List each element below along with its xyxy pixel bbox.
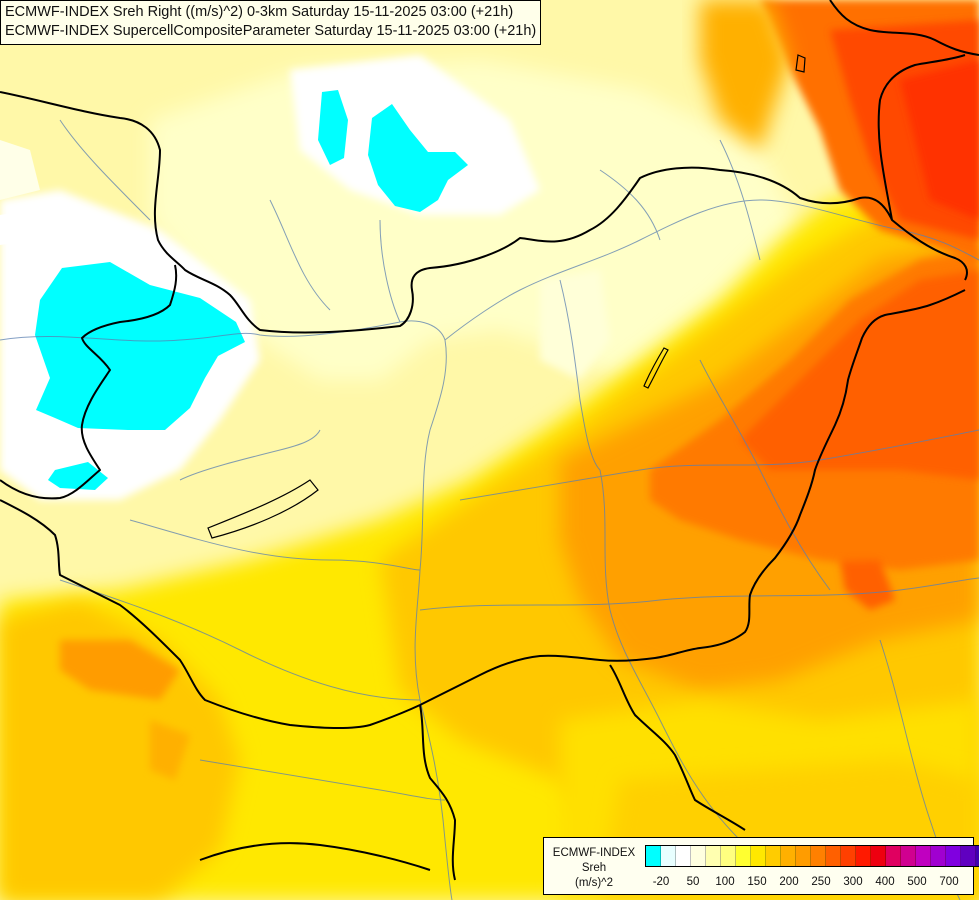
legend-swatch — [706, 846, 721, 866]
legend-swatch — [961, 846, 976, 866]
legend-tick-label: 400 — [875, 876, 895, 888]
legend-tick-label: 100 — [715, 876, 735, 888]
legend-swatch — [661, 846, 676, 866]
legend-swatch — [841, 846, 856, 866]
legend-swatch — [946, 846, 961, 866]
legend-color-bar — [645, 845, 979, 867]
legend-swatch — [736, 846, 751, 866]
legend-tick-label: 200 — [779, 876, 799, 888]
map-title-box: ECMWF-INDEX Sreh Right ((m/s)^2) 0-3km S… — [0, 0, 542, 45]
legend-tick-label: 500 — [907, 876, 927, 888]
legend-swatch — [901, 846, 916, 866]
legend-swatch — [931, 846, 946, 866]
legend-tick-label: 300 — [843, 876, 863, 888]
color-legend: ECMWF-INDEX Sreh (m/s)^2 -20 50 100 150 200 2… — [543, 837, 979, 895]
legend-swatch — [811, 846, 826, 866]
legend-swatch — [646, 846, 661, 866]
map-title-line-2: ECMWF-INDEX SupercellCompositeParameter … — [5, 23, 537, 39]
legend-swatch — [721, 846, 736, 866]
legend-tick-label: -20 — [652, 876, 670, 888]
legend-tick-label: 50 — [686, 876, 700, 888]
cyan-area-west-small — [48, 462, 108, 490]
legend-swatch — [766, 846, 781, 866]
legend-label: ECMWF-INDEX Sreh (m/s)^2 — [548, 846, 640, 891]
cyan-area-north-1 — [318, 90, 348, 165]
legend-swatch — [856, 846, 871, 866]
legend-tick-label: 700 — [939, 876, 959, 888]
cyan-area-north-2 — [368, 104, 468, 212]
legend-swatch — [691, 846, 706, 866]
legend-swatch — [796, 846, 811, 866]
legend-swatch — [976, 846, 979, 866]
legend-label-line-1: ECMWF-INDEX — [552, 847, 636, 859]
legend-swatch — [781, 846, 796, 866]
legend-swatch — [916, 846, 931, 866]
legend-swatch — [676, 846, 691, 866]
legend-label-line-2: Sreh — [581, 862, 607, 874]
legend-tick-label: 250 — [811, 876, 831, 888]
legend-tick-label: 150 — [747, 876, 767, 888]
lakes — [207, 54, 806, 539]
rivers — [0, 119, 979, 900]
country-borders — [0, 0, 979, 881]
legend-swatch — [826, 846, 841, 866]
legend-swatch — [886, 846, 901, 866]
legend-swatch — [871, 846, 886, 866]
cyan-area-west — [35, 262, 245, 430]
legend-label-line-3: (m/s)^2 — [575, 877, 613, 889]
legend-swatch — [751, 846, 766, 866]
map-title-line-1: ECMWF-INDEX Sreh Right ((m/s)^2) 0-3km S… — [5, 4, 514, 20]
